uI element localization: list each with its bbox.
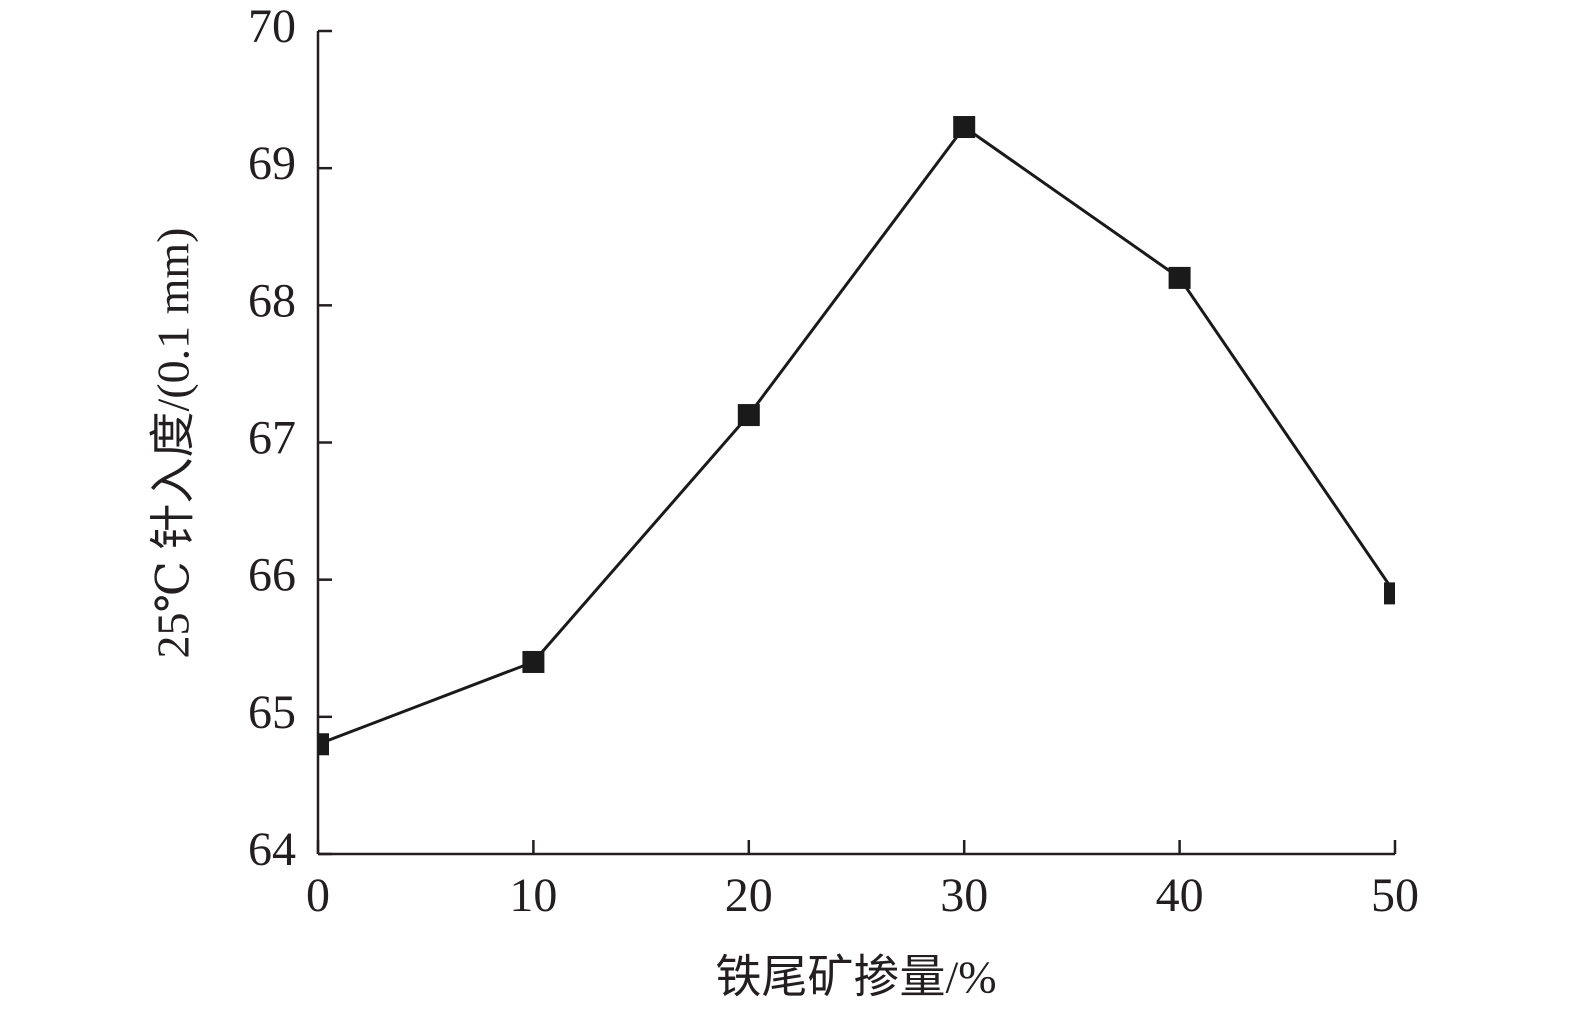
plot-area — [318, 116, 1395, 756]
y-tick-label: 70 — [248, 0, 296, 53]
y-tick-label: 64 — [248, 823, 296, 876]
x-tick-label: 10 — [509, 869, 557, 922]
data-line — [318, 124, 1395, 746]
y-tick-label: 69 — [248, 137, 296, 190]
y-tick-label: 65 — [248, 686, 296, 739]
x-tick-label: 50 — [1371, 869, 1419, 922]
data-point — [522, 650, 545, 673]
x-axis-label: 铁尾矿掺量/% — [715, 952, 996, 1003]
data-point — [737, 404, 760, 427]
y-tick-label: 68 — [248, 274, 296, 327]
y-tick-label: 66 — [248, 549, 296, 602]
x-tick-label: 30 — [940, 869, 988, 922]
y-tick-label: 67 — [248, 412, 296, 465]
y-axis-label: 25℃ 针入度/(0.1 mm) — [148, 228, 199, 659]
data-point — [1384, 582, 1395, 605]
data-point — [318, 733, 329, 756]
data-point — [953, 116, 976, 139]
x-tick-label: 20 — [725, 869, 773, 922]
x-tick-label: 0 — [306, 869, 330, 922]
x-tick-label: 40 — [1156, 869, 1204, 922]
data-point — [1168, 266, 1191, 289]
